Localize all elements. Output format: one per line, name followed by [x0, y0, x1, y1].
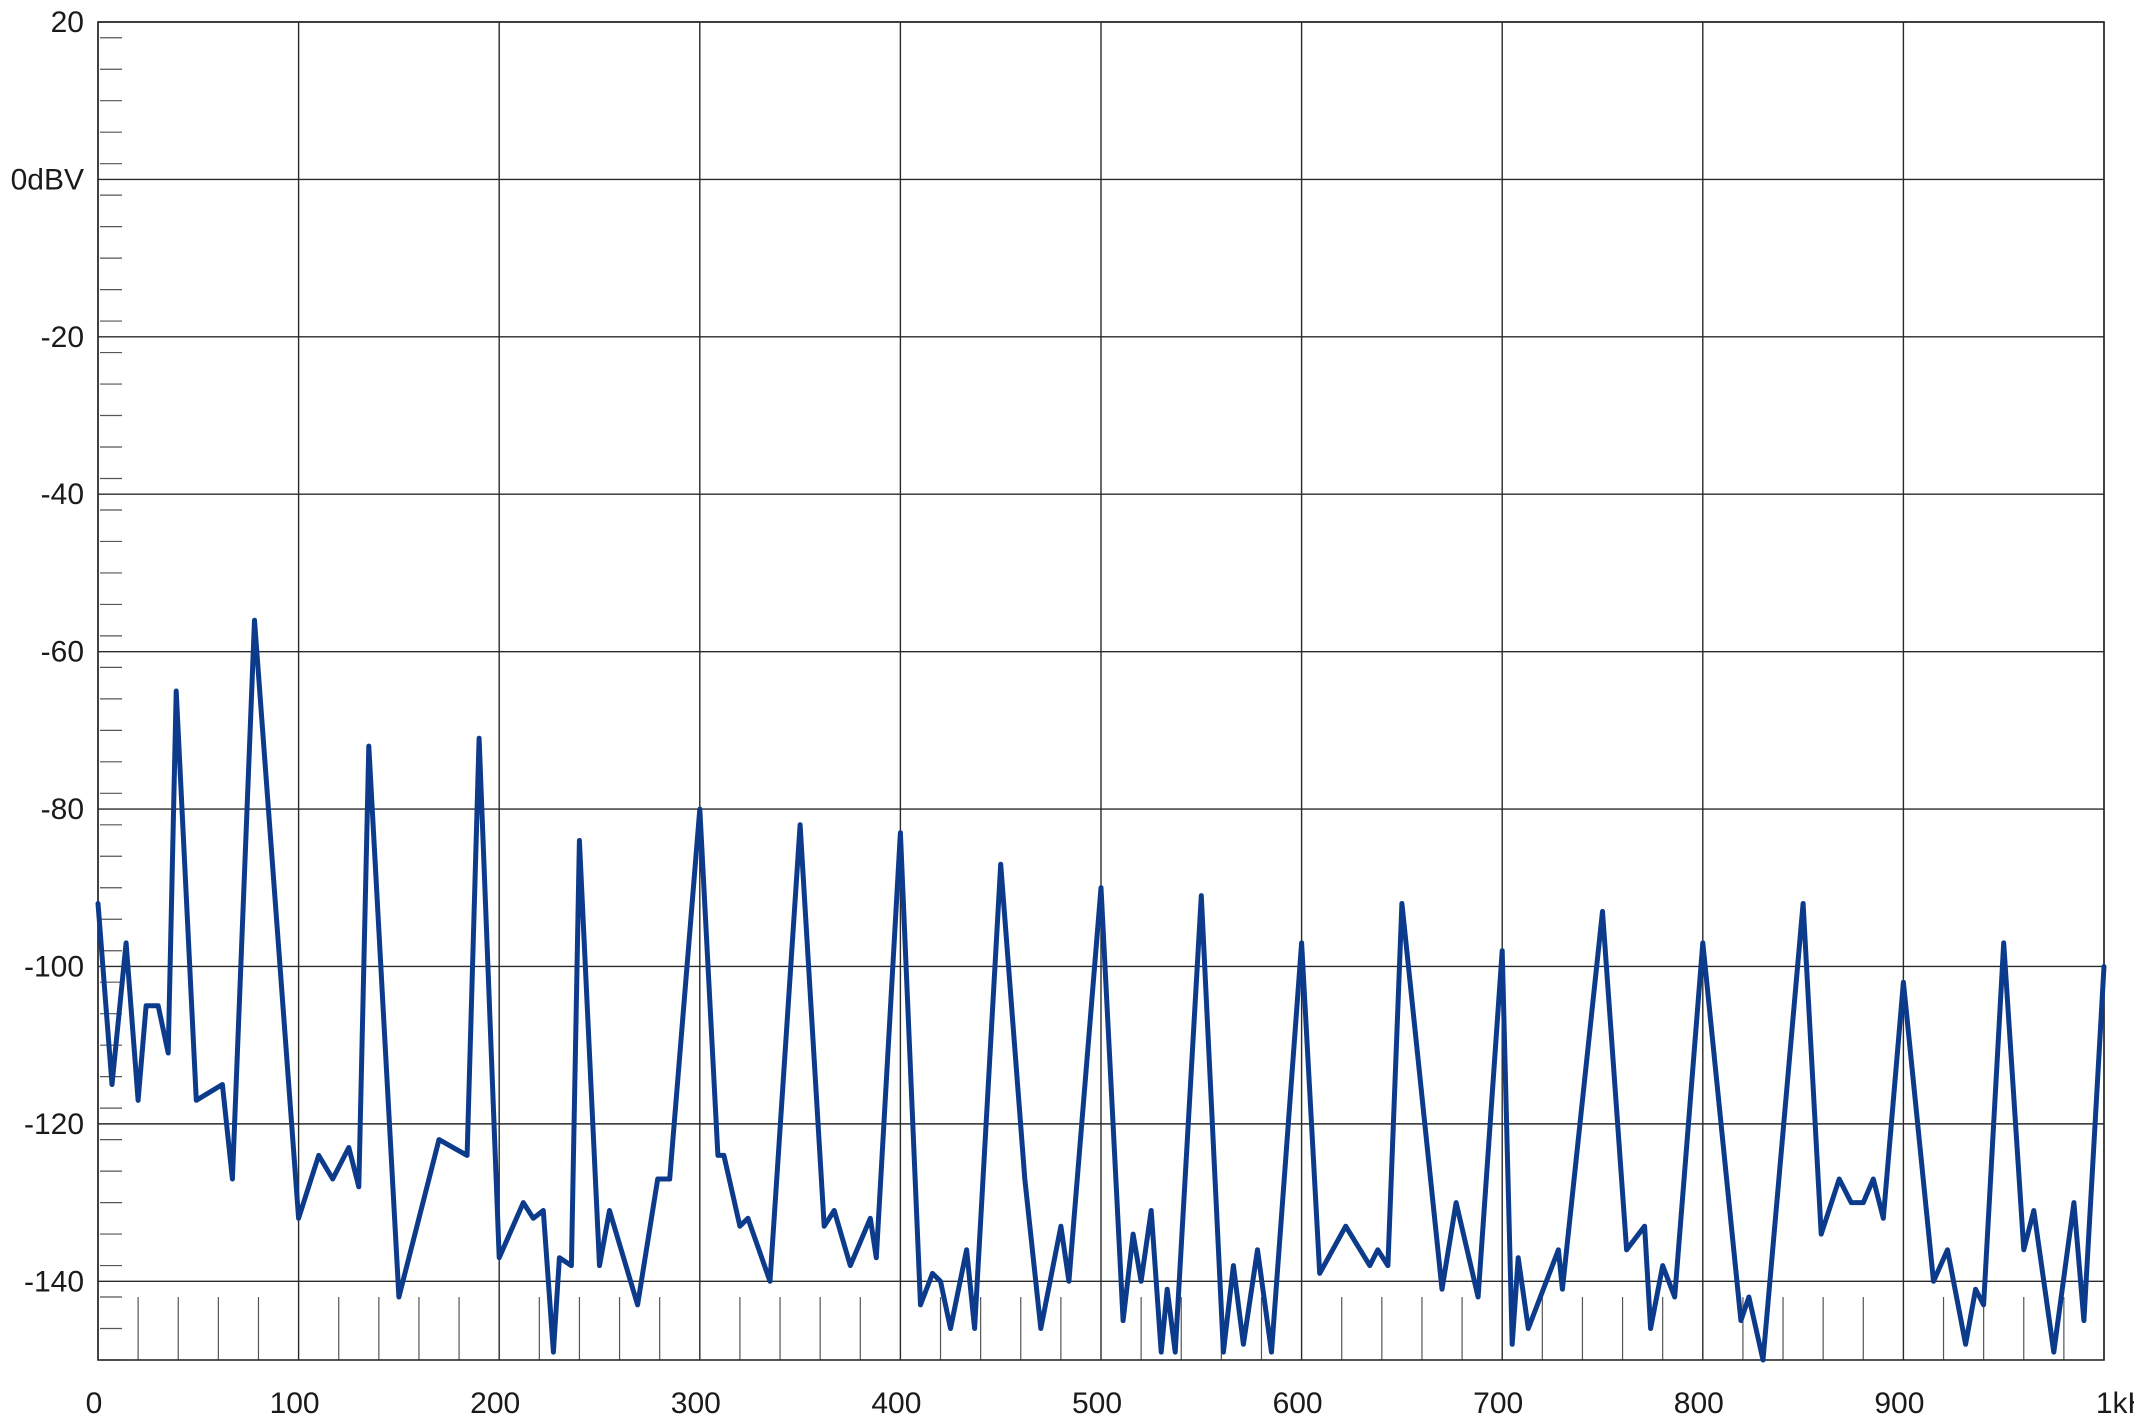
x-tick-label: 800: [1674, 1387, 1724, 1420]
y-tick-label: -120: [24, 1108, 84, 1141]
x-tick-label: 400: [871, 1387, 921, 1420]
x-tick-label: 900: [1874, 1387, 1924, 1420]
grid: [97, 21, 2105, 1360]
y-tick-label: 20: [51, 6, 84, 39]
x-tick-label: 200: [470, 1387, 520, 1420]
y-tick-label: -60: [41, 636, 84, 669]
minor-ticks: [100, 37, 2065, 1361]
y-tick-label: -20: [41, 321, 84, 354]
y-tick-label: -140: [24, 1265, 84, 1298]
x-tick-label: 600: [1273, 1387, 1323, 1420]
y-tick-label: -40: [41, 478, 84, 511]
x-tick-label: 700: [1473, 1387, 1523, 1420]
x-tick-labels: 0 100 200 300 400 500 600 700 800 900 1kHz: [86, 1387, 2134, 1420]
x-tick-label: 100: [270, 1387, 320, 1420]
y-tick-labels: 20 0dBV -20 -40 -60 -80 -100 -120 -140: [11, 6, 84, 1298]
x-tick-label: 0: [86, 1387, 103, 1420]
plot-frame: [97, 21, 2105, 1361]
y-tick-label: -80: [41, 793, 84, 826]
x-tick-label: 300: [671, 1387, 721, 1420]
series-layer: [95, 617, 2107, 1363]
x-tick-label: 500: [1072, 1387, 1122, 1420]
x-tick-label: 1kHz: [2096, 1387, 2134, 1420]
y-tick-label: -100: [24, 950, 84, 983]
y-tick-label: 0dBV: [11, 163, 84, 196]
